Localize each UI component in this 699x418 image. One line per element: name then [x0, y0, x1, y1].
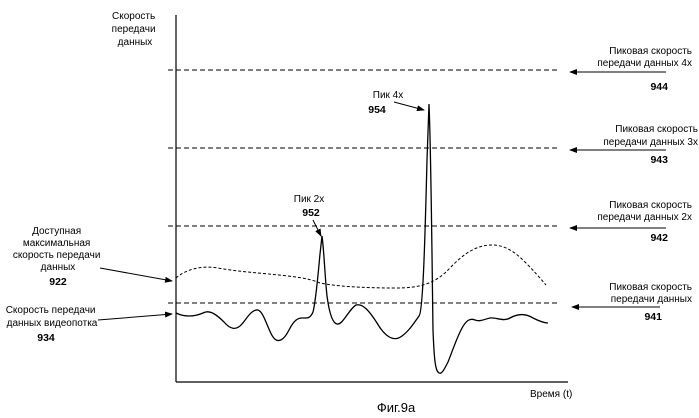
label-922: Доступная максимальная скорость передачи… [13, 226, 172, 288]
svg-text:Пик 4х: Пик 4х [373, 90, 404, 101]
svg-text:944: 944 [650, 81, 668, 93]
svg-text:Пиковая скоростьпередачи данны: Пиковая скоростьпередачи данных 2х [597, 200, 692, 223]
svg-text:Пиковая скоростьпередачи данны: Пиковая скоростьпередачи данных 3х [603, 124, 698, 148]
label-942: Пиковая скоростьпередачи данных 2х 942 [570, 200, 692, 244]
figure-caption: Фиг.9а [377, 400, 416, 415]
svg-text:943: 943 [650, 154, 668, 166]
svg-text:922: 922 [49, 276, 67, 288]
svg-text:Пик 2х: Пик 2х [294, 194, 325, 205]
svg-text:Пиковая скоростьпередачи данны: Пиковая скоростьпередачи данных [609, 282, 692, 305]
label-954: Пик 4х 954 [368, 90, 424, 116]
svg-text:941: 941 [644, 311, 662, 323]
svg-text:Доступная максимальная: Доступная максимальная скорость передачи… [13, 226, 103, 273]
svg-text:952: 952 [302, 207, 320, 219]
label-941: Пиковая скоростьпередачи данных 941 [572, 282, 692, 323]
svg-text:934: 934 [37, 332, 55, 344]
label-944: Пиковая скоростьпередачи данных 4х 944 [570, 46, 692, 93]
label-952: Пик 2х 952 [294, 194, 325, 236]
svg-text:942: 942 [650, 232, 668, 244]
svg-text:Скорость передачи данных: Скорость передачи данных видеопотка [6, 305, 99, 329]
available-max-rate-curve [176, 245, 546, 288]
svg-text:954: 954 [368, 104, 386, 116]
y-axis-label: Скорость передачи данных [112, 11, 159, 48]
video-stream-rate-curve [176, 104, 548, 373]
x-axis-label: Время (t) [530, 389, 572, 400]
label-943: Пиковая скоростьпередачи данных 3х 943 [570, 124, 698, 166]
svg-text:Пиковая скоростьпередачи данны: Пиковая скоростьпередачи данных 4х [597, 46, 692, 69]
label-934: Скорость передачи данных видеопотка 934 [6, 305, 172, 344]
